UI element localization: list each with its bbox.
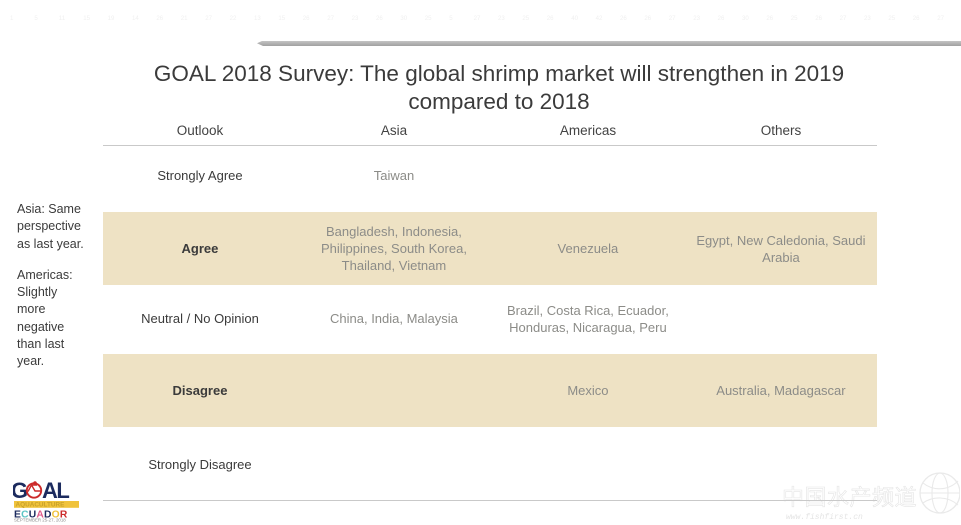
svg-text:AL: AL <box>42 480 69 503</box>
svg-text:G: G <box>13 480 27 503</box>
svg-text:www.fishfirst.cn: www.fishfirst.cn <box>786 513 863 522</box>
svg-text:中国水产频道: 中国水产频道 <box>782 485 917 510</box>
svg-text:SEPTEMBER 25-27, 2018: SEPTEMBER 25-27, 2018 <box>14 518 66 523</box>
svg-text:AQUACULTURE: AQUACULTURE <box>16 502 66 509</box>
